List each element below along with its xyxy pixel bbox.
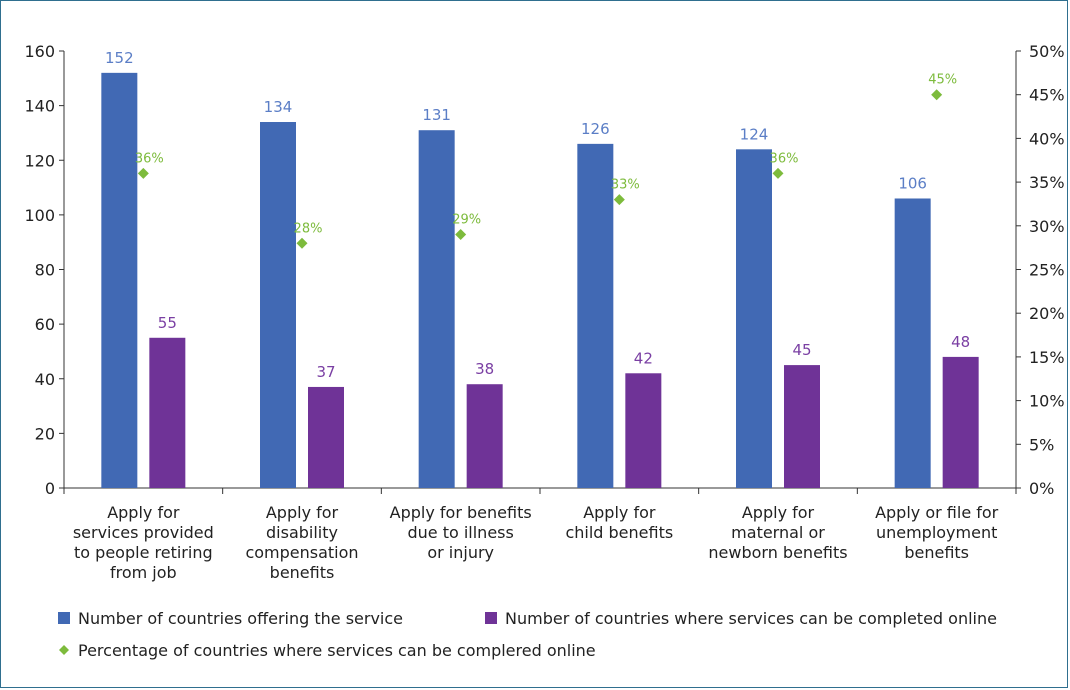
- bar-series-2: [308, 386, 344, 488]
- y-right-tick-label: 45%: [1029, 86, 1065, 105]
- percentage-label: 28%: [294, 221, 323, 236]
- bar-series-1: [101, 72, 138, 488]
- category-label: Apply for: [583, 503, 656, 522]
- legend-entry: Number of countries offering the service: [78, 609, 403, 628]
- y-left-tick-label: 160: [24, 42, 55, 61]
- bar-value-label: 55: [158, 314, 177, 332]
- percentage-label: 36%: [135, 151, 164, 166]
- y-right-tick-label: 25%: [1029, 261, 1065, 280]
- percentage-point: [137, 167, 149, 179]
- y-right-tick-label: 35%: [1029, 173, 1065, 192]
- y-left-tick-label: 60: [35, 315, 55, 334]
- y-left-tick-label: 0: [45, 479, 55, 498]
- bar-value-label: 42: [634, 349, 653, 367]
- bar-series-2: [466, 384, 503, 488]
- bar-value-label: 38: [475, 360, 494, 378]
- category-label: Apply for: [742, 503, 815, 522]
- bar-value-label: 48: [951, 333, 970, 351]
- bar-value-label: 152: [105, 49, 134, 67]
- bar-series-1: [418, 130, 455, 489]
- bar-series-1: [577, 143, 614, 489]
- category-label: Apply for: [107, 503, 180, 522]
- category-label: Apply for benefits: [390, 503, 532, 522]
- y-right-tick-label: 30%: [1029, 217, 1065, 236]
- percentage-label: 36%: [770, 151, 799, 166]
- percentage-point: [772, 167, 784, 179]
- y-left-tick-label: 20: [35, 424, 55, 443]
- category-label: benefits: [904, 543, 969, 562]
- category-label: disability: [266, 523, 338, 542]
- category-label: compensation: [245, 543, 358, 562]
- percentage-point: [296, 237, 308, 249]
- percentage-label: 29%: [452, 213, 481, 228]
- bar-value-label: 45: [792, 341, 811, 359]
- y-left-tick-label: 140: [24, 97, 55, 116]
- y-right-tick-label: 40%: [1029, 129, 1065, 148]
- legend-swatch: [59, 645, 69, 655]
- bar-series-1: [894, 198, 931, 489]
- legend-entry: Percentage of countries where services c…: [78, 641, 596, 660]
- bar-series-2: [942, 356, 979, 488]
- category-label: newborn benefits: [708, 543, 847, 562]
- y-right-tick-label: 10%: [1029, 392, 1065, 411]
- legend-entry: Number of countries where services can b…: [505, 609, 997, 628]
- y-right-tick-label: 20%: [1029, 304, 1065, 323]
- y-left-tick-label: 40: [35, 370, 55, 389]
- bar-series-1: [736, 149, 772, 488]
- category-label: from job: [110, 563, 177, 582]
- percentage-point: [613, 194, 625, 206]
- category-label: due to illness: [407, 523, 513, 542]
- category-label: maternal or: [731, 523, 825, 542]
- y-left-tick-label: 100: [24, 206, 55, 225]
- percentage-label: 33%: [611, 178, 640, 193]
- category-label: child benefits: [565, 523, 673, 542]
- y-right-tick-label: 50%: [1029, 42, 1065, 61]
- bar-value-label: 134: [264, 98, 293, 116]
- percentage-point: [455, 229, 467, 241]
- bar-series-2: [625, 373, 662, 488]
- bar-value-label: 124: [740, 125, 769, 143]
- bar-value-label: 106: [898, 174, 927, 192]
- category-label: unemployment: [876, 523, 997, 542]
- bar-value-label: 126: [581, 120, 610, 138]
- bar-series-2: [149, 337, 186, 488]
- bar-series-2: [784, 365, 820, 488]
- y-right-tick-label: 5%: [1029, 435, 1054, 454]
- category-label: to people retiring: [74, 543, 213, 562]
- category-label: or injury: [427, 543, 494, 562]
- y-left-tick-label: 120: [24, 151, 55, 170]
- percentage-label: 45%: [928, 73, 957, 88]
- category-label: Apply for: [266, 503, 339, 522]
- y-left-tick-label: 80: [35, 261, 55, 280]
- bar-value-label: 131: [422, 106, 451, 124]
- category-label: benefits: [270, 563, 335, 582]
- percentage-point: [931, 89, 943, 101]
- y-right-tick-label: 0%: [1029, 479, 1054, 498]
- y-right-tick-label: 15%: [1029, 348, 1065, 367]
- bar-value-label: 37: [316, 363, 335, 381]
- category-label: services provided: [73, 523, 214, 542]
- legend-swatch: [485, 612, 497, 624]
- legend-swatch: [58, 612, 70, 624]
- bar-series-1: [260, 122, 296, 488]
- category-label: Apply or file for: [875, 503, 999, 522]
